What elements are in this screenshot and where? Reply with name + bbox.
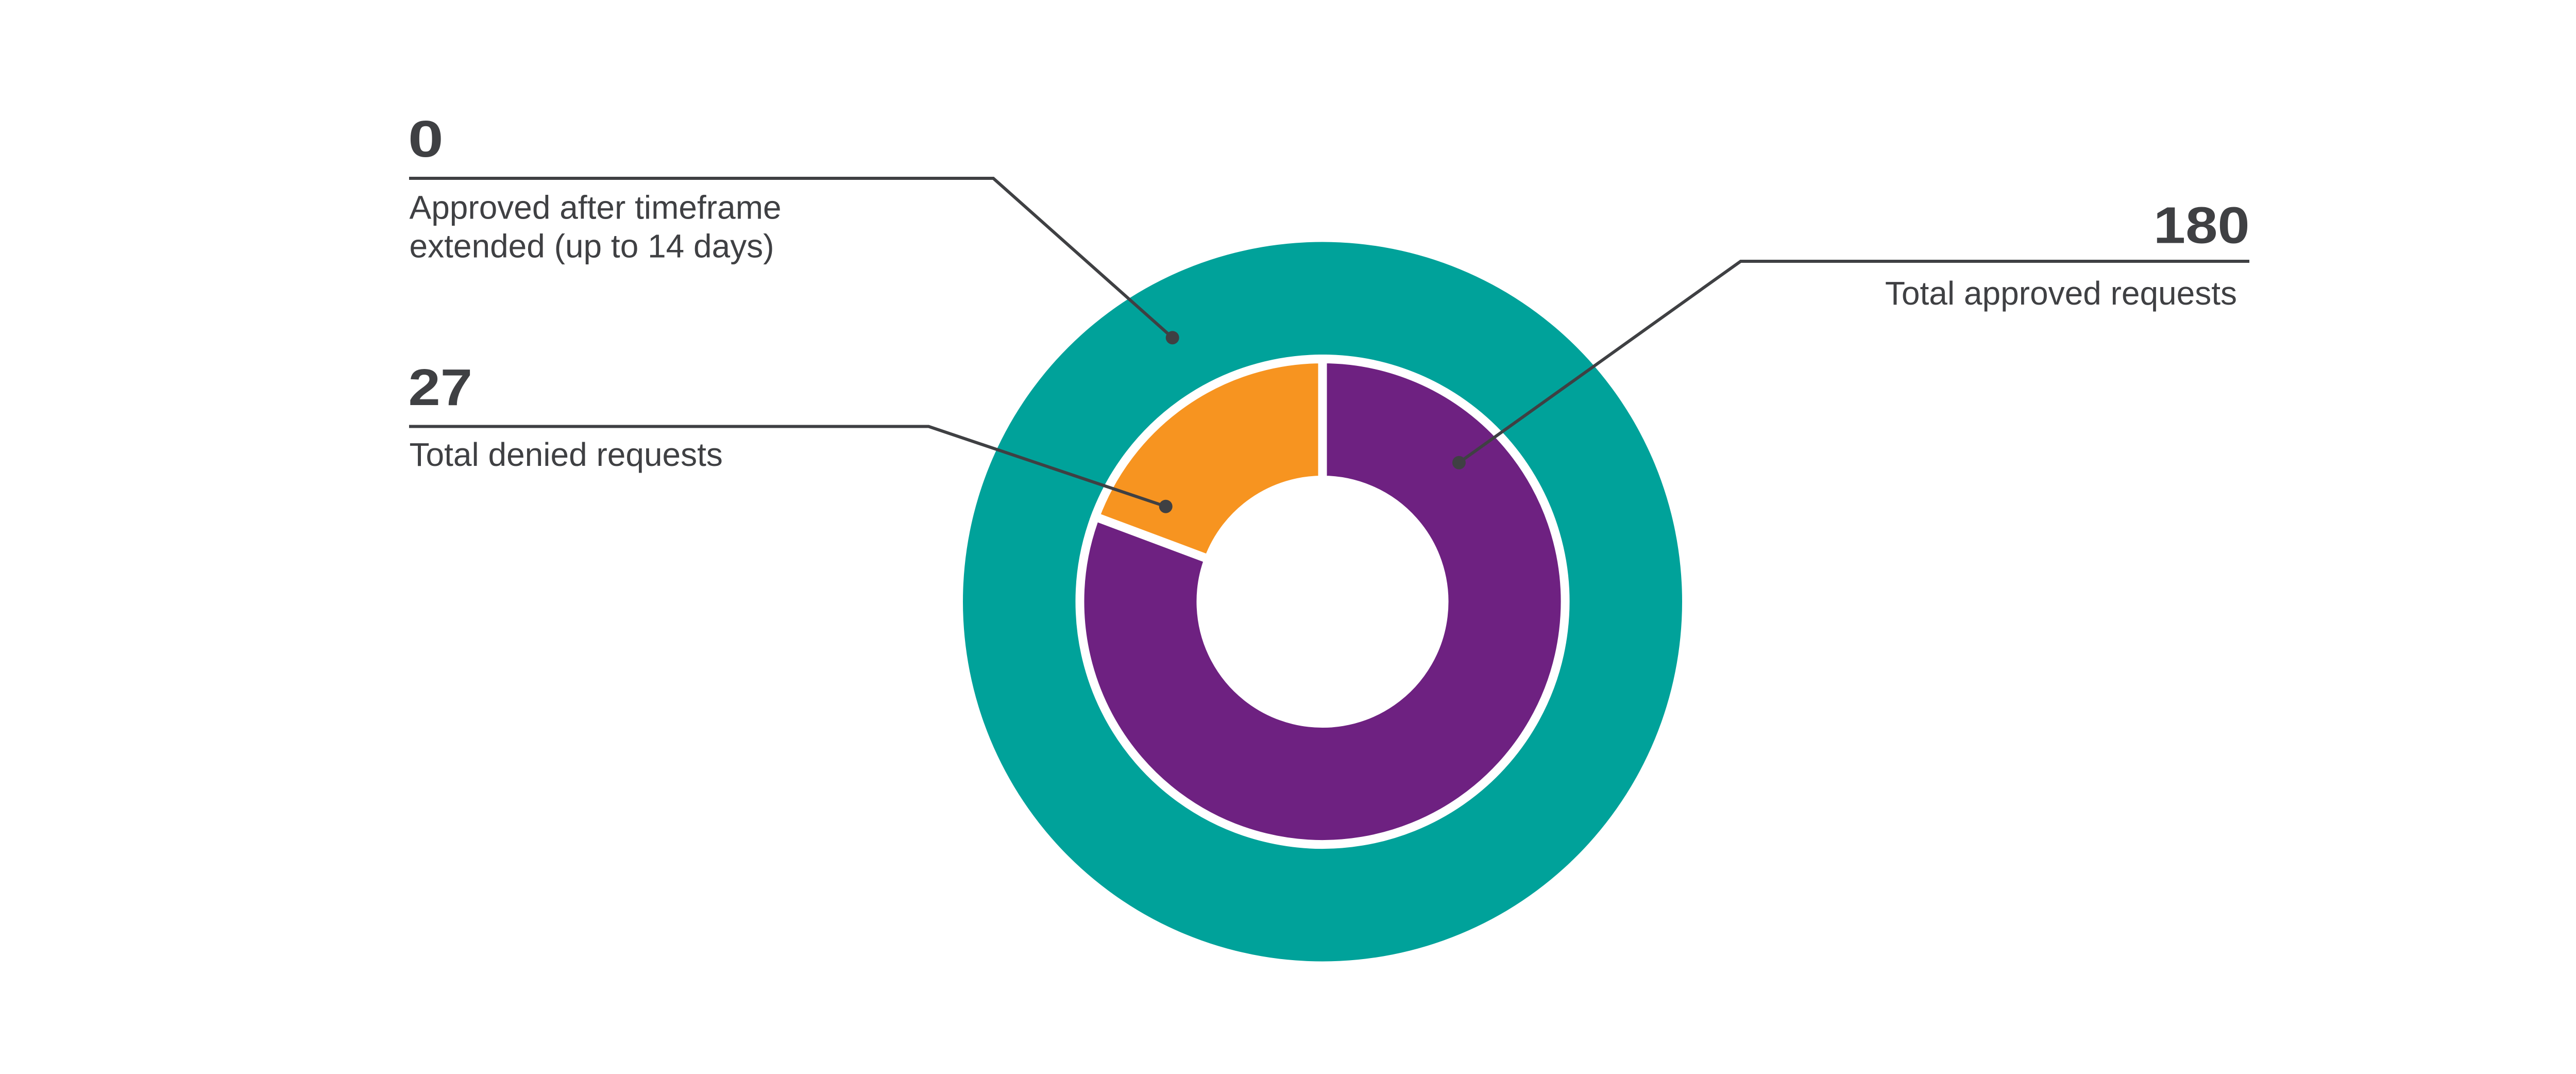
svg-text:27: 27 [409, 359, 473, 416]
svg-text:Total denied requests: Total denied requests [410, 436, 723, 473]
svg-text:Approved after timeframe: Approved after timeframe [410, 189, 782, 226]
svg-text:0: 0 [408, 110, 444, 167]
svg-text:Total approved requests: Total approved requests [1885, 275, 2237, 312]
svg-text:180: 180 [2154, 197, 2250, 254]
svg-text:extended (up to 14 days): extended (up to 14 days) [410, 228, 774, 265]
